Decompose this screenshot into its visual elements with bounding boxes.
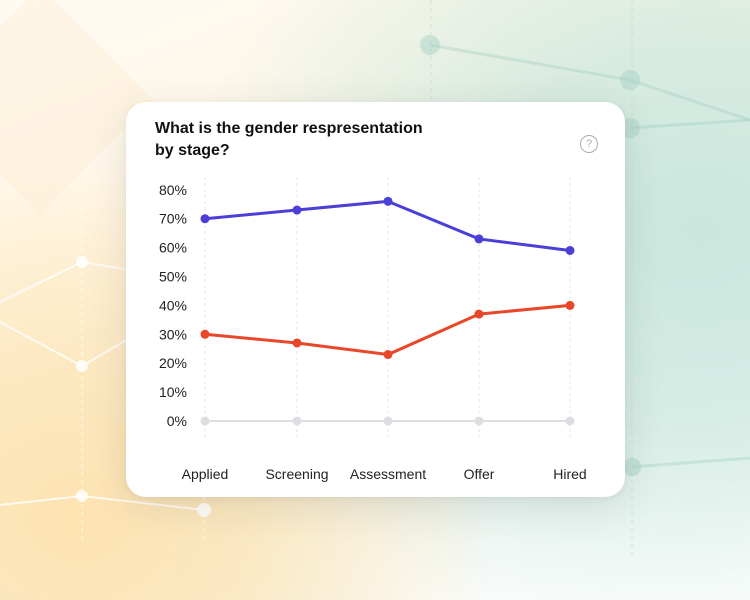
data-point[interactable] [565,416,575,426]
data-point[interactable] [200,329,210,339]
help-icon[interactable]: ? [580,135,598,153]
y-tick-label: 10% [159,384,187,400]
y-tick-label: 80% [159,182,187,198]
data-point[interactable] [474,234,484,244]
data-point[interactable] [474,309,484,319]
y-tick-label: 0% [167,413,187,429]
data-point[interactable] [565,300,575,310]
x-tick-label: Applied [182,466,229,482]
y-tick-label: 70% [159,211,187,227]
x-axis: Applied Screening Assessment Offer Hired [182,466,587,482]
data-point[interactable] [383,196,393,206]
data-point[interactable] [292,338,302,348]
x-tick-label: Hired [553,466,586,482]
y-tick-label: 50% [159,269,187,285]
line-chart: 0% 10% 20% 30% 40% 50% 60% 70% 80% Applied Screen… [159,177,587,482]
data-point[interactable] [292,205,302,215]
data-point[interactable] [200,416,210,426]
data-point[interactable] [383,350,393,360]
chart-grid [204,177,571,440]
chart-title-line2: by stage? [155,142,230,159]
data-point[interactable] [383,416,393,426]
x-tick-label: Screening [265,466,328,482]
y-tick-label: 20% [159,355,187,371]
data-point[interactable] [474,416,484,426]
y-tick-label: 30% [159,326,187,342]
chart-title-line1: What is the gender respresentation [155,120,423,137]
data-point[interactable] [200,214,210,224]
y-axis: 0% 10% 20% 30% 40% 50% 60% 70% 80% [159,182,187,429]
y-tick-label: 40% [159,297,187,313]
x-tick-label: Assessment [350,466,426,482]
chart-card: What is the gender respresentation by st… [126,102,625,497]
data-point[interactable] [292,416,302,426]
x-tick-label: Offer [464,466,495,482]
chart-title: What is the gender respresentation by st… [155,118,455,162]
chart-series [200,196,575,426]
data-point[interactable] [565,245,575,255]
y-tick-label: 60% [159,240,187,256]
